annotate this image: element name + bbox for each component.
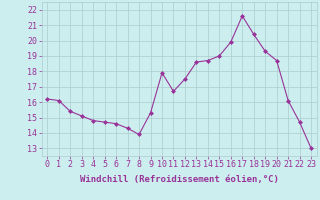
- X-axis label: Windchill (Refroidissement éolien,°C): Windchill (Refroidissement éolien,°C): [80, 175, 279, 184]
